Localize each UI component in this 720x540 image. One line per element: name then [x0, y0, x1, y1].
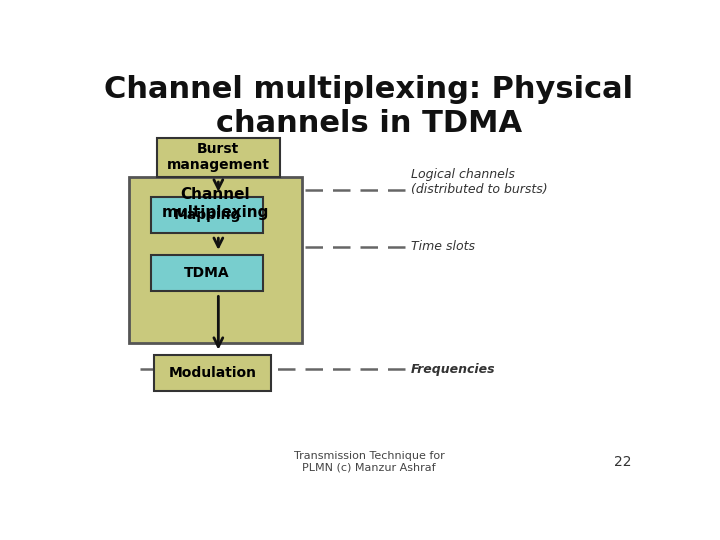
Text: TDMA: TDMA — [184, 266, 230, 280]
Text: Channel
multiplexing: Channel multiplexing — [162, 187, 269, 220]
FancyBboxPatch shape — [157, 138, 279, 177]
Text: Time slots: Time slots — [411, 240, 475, 253]
Text: 22: 22 — [613, 455, 631, 469]
FancyBboxPatch shape — [151, 255, 263, 292]
FancyBboxPatch shape — [154, 355, 271, 391]
Text: Burst
management: Burst management — [167, 142, 270, 172]
FancyBboxPatch shape — [151, 197, 263, 233]
Text: Frequencies: Frequencies — [411, 363, 495, 376]
Text: Channel multiplexing: Physical
channels in TDMA: Channel multiplexing: Physical channels … — [104, 75, 634, 138]
FancyBboxPatch shape — [129, 177, 302, 343]
Text: Mapping: Mapping — [174, 208, 241, 222]
Text: Modulation: Modulation — [168, 366, 257, 380]
Text: Transmission Technique for
PLMN (c) Manzur Ashraf: Transmission Technique for PLMN (c) Manz… — [294, 451, 444, 472]
Text: Logical channels
(distributed to bursts): Logical channels (distributed to bursts) — [411, 168, 547, 196]
